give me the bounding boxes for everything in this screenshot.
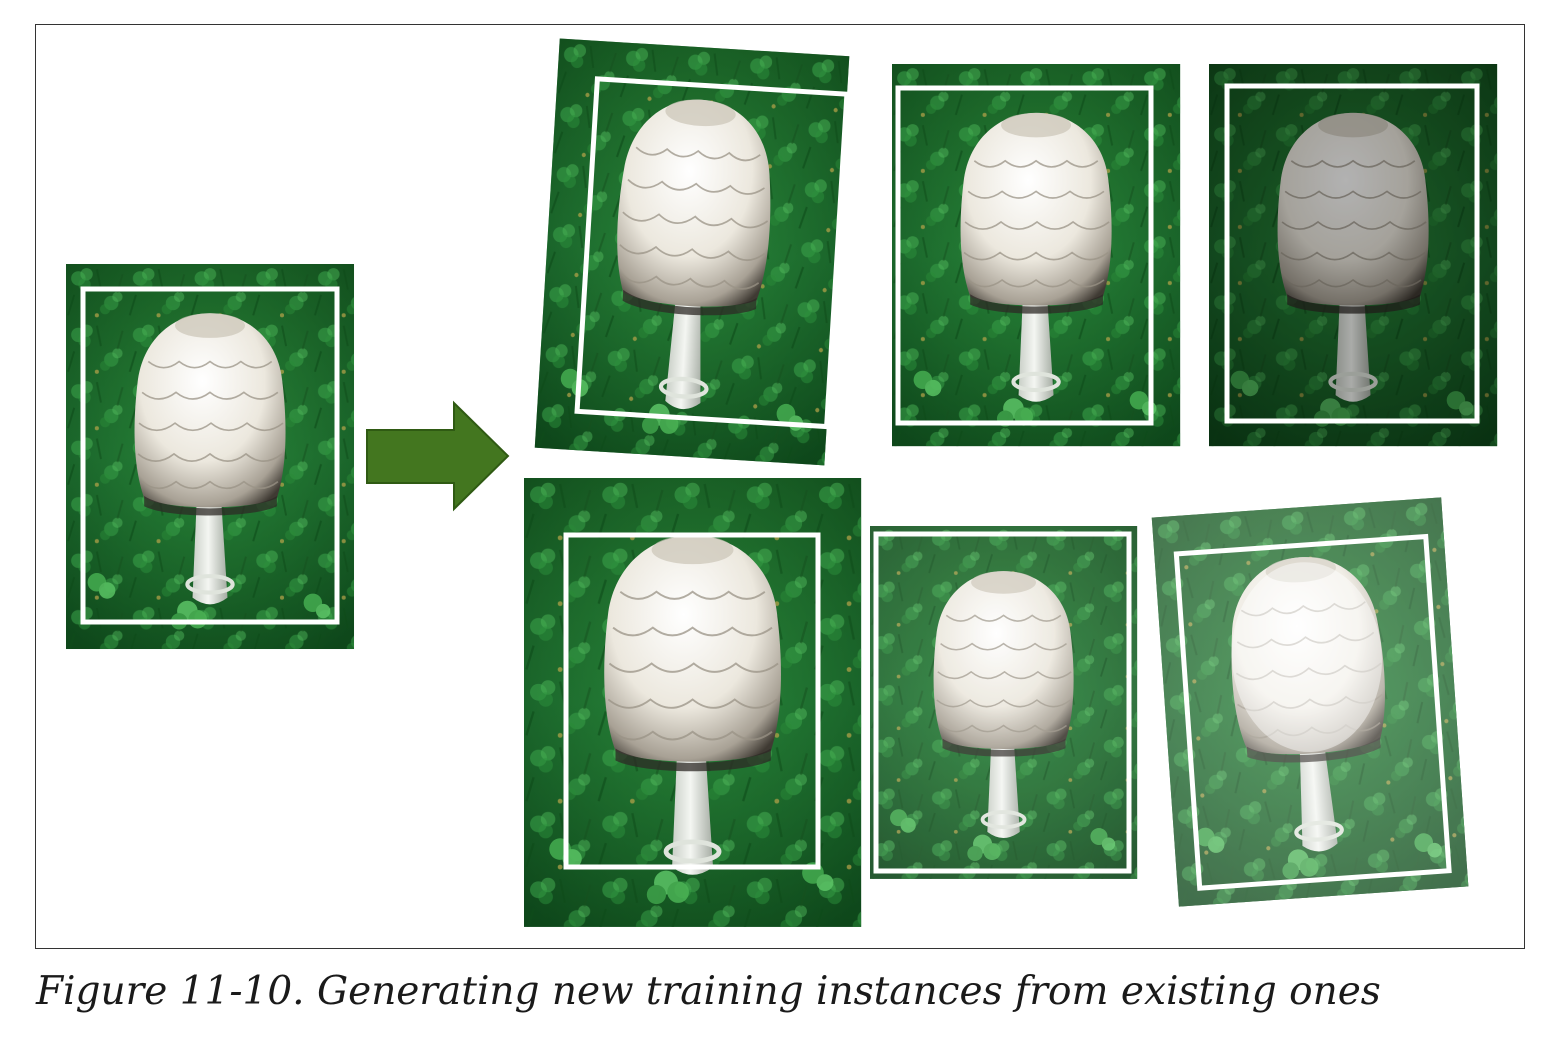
figure-caption: Figure 11-10. Generating new training in… [36, 969, 1381, 1014]
original-photo [66, 264, 354, 649]
augmented-shifted [892, 64, 1180, 446]
bounding-box [80, 286, 340, 625]
bounding-box [1224, 83, 1480, 424]
bounding-box [574, 76, 850, 430]
bounding-box [563, 532, 821, 870]
augmented-rotated-left [535, 39, 850, 466]
augmented-darker [1209, 64, 1497, 446]
bounding-box [1173, 533, 1452, 891]
bounding-box [873, 531, 1132, 874]
augmented-low-contrast [868, 524, 1140, 881]
bounding-box [895, 85, 1154, 426]
augmented-rotated-brighter [1152, 497, 1469, 906]
augmented-zoomed [524, 478, 861, 927]
arrow-icon [366, 400, 510, 512]
